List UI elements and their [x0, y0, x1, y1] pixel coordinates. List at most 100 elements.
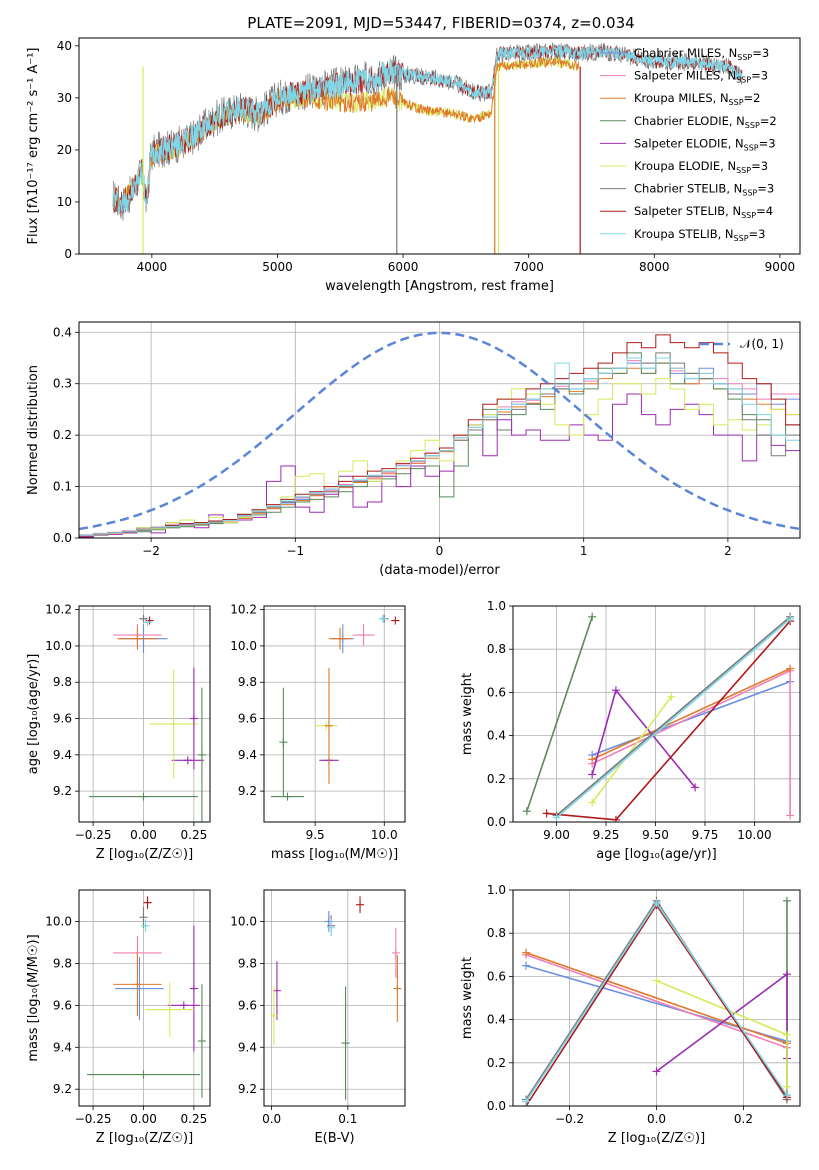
- x-tick-label: −0.25: [75, 1112, 112, 1126]
- y-axis-label: age [log₁₀(age/yr)]: [26, 654, 41, 775]
- plot-area-age_vs_Z: [89, 614, 206, 822]
- weight-line-kroupa-elodie: [591, 696, 672, 804]
- y-tick-label: 1.0: [487, 883, 506, 897]
- x-tick-label: 6000: [388, 260, 419, 274]
- y-tick-label: 9.8: [53, 675, 72, 689]
- y-axis-label: mass [log₁₀(M/M☉)]: [26, 934, 41, 1061]
- x-tick-label: 2: [724, 544, 732, 558]
- x-tick-label: 0.0: [647, 1112, 666, 1126]
- legend-subscript: SSP: [736, 166, 751, 175]
- x-tick-label: 10.00: [737, 828, 771, 842]
- plot-area-mass_vs_Z: [87, 896, 206, 1098]
- x-tick-label: 7000: [513, 260, 544, 274]
- y-tick-label: 9.6: [53, 712, 72, 726]
- weight-line-kroupa-miles: [591, 667, 791, 761]
- plot-area-spectrum: [112, 42, 743, 254]
- y-tick-label: 0.2: [487, 772, 506, 786]
- weight-line-kroupa-stelib: [555, 618, 791, 819]
- legend-entry: Kroupa MILES, NSSP=2: [634, 91, 760, 107]
- plot-frame: [512, 889, 801, 1107]
- y-tick-label: 0: [64, 247, 72, 261]
- plot-frame: [78, 889, 211, 1107]
- legend-label: Kroupa MILES, N: [634, 91, 729, 105]
- panel-residuals: −2 −1 0 1 2 0.0 0.1 0.2 0.3 0.4 (data-model)/error…: [26, 321, 801, 578]
- panel-mass_vs_ebv: 0.0 0.1 9.2 9.4 9.6 9.8 10.0 E(B-V): [230, 889, 406, 1146]
- legend-entry: Kroupa ELODIE, NSSP=3: [634, 159, 768, 175]
- x-tick-label: 9000: [765, 260, 796, 274]
- y-tick-label: 10.2: [230, 603, 257, 617]
- plot-frame: [512, 605, 801, 823]
- panel-mass_vs_Z: −0.25 0.00 0.25 9.2 9.4 9.6 9.8 10.0 Z [log₁₀(Z/…: [26, 889, 211, 1146]
- plot-area-weight_vs_Z: [522, 896, 791, 1106]
- legend-subscript: SSP: [742, 189, 757, 198]
- legend-tail: =3: [757, 182, 774, 196]
- legend-tail: =3: [751, 159, 768, 173]
- y-tick-label: 9.2: [238, 784, 257, 798]
- x-tick-label: 9.25: [593, 828, 620, 842]
- panel-weight_vs_Z: −0.2 0.0 0.2 0.0 0.2 0.4 0.6 0.8 1.0 Z [log₁₀(Z/Z…: [460, 883, 801, 1146]
- spectrum-model-salpeter-stelib: [112, 44, 743, 217]
- legend-tail: =2: [744, 91, 761, 105]
- y-tick-label: 10: [57, 195, 72, 209]
- plot-frame: [78, 605, 211, 823]
- legend-tail: =3: [752, 46, 769, 60]
- y-tick-label: 0.1: [53, 480, 72, 494]
- x-axis-label: age [log₁₀(age/yr)]: [596, 847, 717, 862]
- weight-line-kroupa-miles: [525, 951, 788, 1045]
- x-tick-label: −0.2: [555, 1112, 584, 1126]
- spectrum-model-kroupa-stelib: [112, 44, 743, 215]
- legend-label: Kroupa ELODIE, N: [634, 159, 736, 173]
- y-tick-label: 9.8: [238, 675, 257, 689]
- y-tick-label: 0.0: [53, 531, 72, 545]
- x-tick-label: 0.0: [262, 1112, 281, 1126]
- legend-subscript: SSP: [744, 143, 759, 152]
- legend-normal-label: 𝒩(0, 1): [740, 337, 784, 351]
- x-tick-label: −0.25: [75, 828, 112, 842]
- legend-entry: Kroupa STELIB, NSSP=3: [634, 227, 765, 243]
- x-tick-label: 5000: [262, 260, 293, 274]
- y-tick-label: 0.4: [487, 729, 506, 743]
- legend-subscript: SSP: [736, 76, 751, 85]
- figure-title: PLATE=2091, MJD=53447, FIBERID=0374, z=0…: [247, 14, 634, 32]
- legend-label: Chabrier STELIB, N: [634, 182, 742, 196]
- x-tick-label: −2: [142, 544, 160, 558]
- plot-frame: [263, 889, 406, 1107]
- y-tick-label: 0.4: [487, 1013, 506, 1027]
- histogram-kroupa-stelib: [79, 357, 800, 536]
- panel-weight_vs_age: 9.00 9.25 9.50 9.75 10.00 0.0 0.2 0.4 0.6 0.8 1.0 a…: [460, 599, 801, 862]
- legend-entry: Chabrier ELODIE, NSSP=2: [634, 114, 777, 130]
- x-axis-label: wavelength [Angstrom, rest frame]: [325, 279, 554, 294]
- y-tick-label: 40: [57, 39, 72, 53]
- y-tick-label: 0.8: [487, 926, 506, 940]
- legend-subscript: SSP: [734, 234, 749, 243]
- plot-frame: [78, 321, 801, 539]
- y-tick-label: 9.6: [53, 998, 72, 1012]
- x-axis-label: Z [log₁₀(Z/Z☉)]: [96, 847, 193, 862]
- x-axis-label: (data-model)/error: [379, 563, 500, 578]
- legend-label: Kroupa STELIB, N: [634, 227, 734, 241]
- legend-subscript: SSP: [729, 98, 744, 107]
- y-tick-label: 9.4: [238, 748, 257, 762]
- y-tick-label: 0.6: [487, 685, 506, 699]
- panel-spectrum: 4000 5000 6000 7000 8000 9000 0 10 20 30 40 wavelen…: [26, 37, 801, 294]
- y-tick-label: 0.0: [487, 815, 506, 829]
- x-tick-label: 0.1: [338, 1112, 357, 1126]
- x-tick-label: 9.75: [692, 828, 719, 842]
- x-tick-label: 9.5: [306, 828, 325, 842]
- plot-area-age_vs_mass: [270, 614, 400, 801]
- legend-tail: =3: [749, 227, 766, 241]
- y-tick-label: 9.2: [238, 1082, 257, 1096]
- weight-line-chabrier-stelib: [555, 616, 791, 817]
- y-tick-label: 10.2: [45, 603, 72, 617]
- x-tick-label: 10.0: [371, 828, 398, 842]
- y-axis-label: Normed distribution: [26, 365, 41, 495]
- x-tick-label: 9.50: [642, 828, 669, 842]
- x-tick-label: 0.00: [130, 828, 157, 842]
- y-axis-label: mass weight: [460, 957, 475, 1039]
- y-tick-label: 9.2: [53, 784, 72, 798]
- legend-label: Salpeter ELODIE, N: [634, 136, 744, 150]
- legend-entry: Salpeter STELIB, NSSP=4: [634, 204, 773, 220]
- plot-frame: [78, 37, 801, 255]
- y-tick-label: 20: [57, 143, 72, 157]
